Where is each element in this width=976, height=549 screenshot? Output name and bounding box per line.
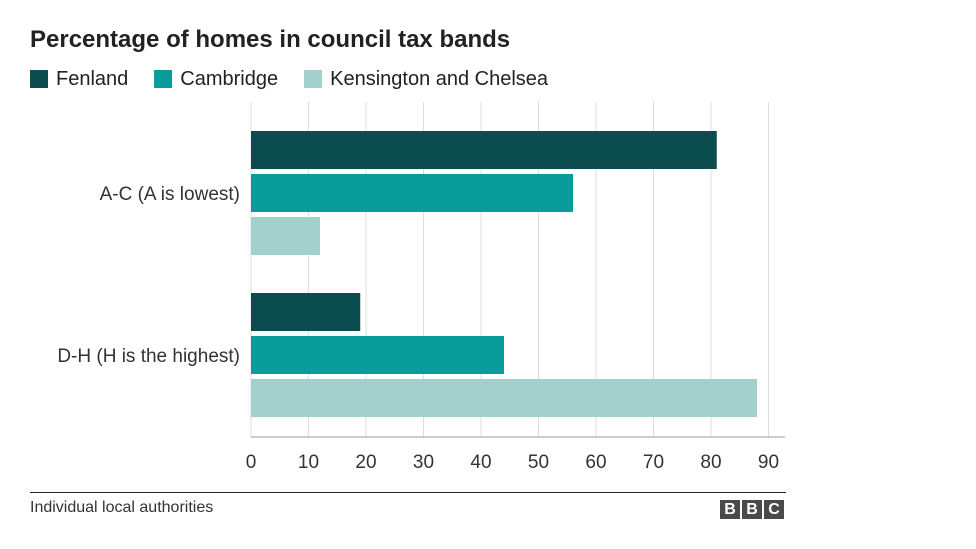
x-tick-label-0: 0 (246, 452, 257, 473)
x-tick-label-70: 70 (643, 452, 664, 473)
bar-fenland-1 (251, 293, 361, 331)
legend-item-kensington: Kensington and Chelsea (304, 68, 548, 91)
legend-item-fenland: Fenland (30, 68, 128, 91)
bar-cambridge-1 (251, 336, 504, 374)
bar-kensington-and-chelsea-0 (251, 217, 320, 255)
bbc-logo-letter-c: C (764, 500, 784, 519)
x-tick-label-50: 50 (528, 452, 549, 473)
chart-title: Percentage of homes in council tax bands (30, 26, 511, 53)
bbc-logo-letter-b2: B (742, 500, 762, 519)
legend-swatch-fenland (30, 70, 48, 88)
bar-fenland-0 (251, 131, 717, 169)
x-tick-label-60: 60 (585, 452, 606, 473)
x-tick-label-30: 30 (413, 452, 434, 473)
source-note: Individual local authorities (30, 499, 214, 516)
legend-item-cambridge: Cambridge (154, 68, 278, 91)
legend-label-fenland: Fenland (56, 67, 129, 90)
legend: Fenland Cambridge Kensington and Chelsea (30, 68, 574, 90)
x-tick-label-20: 20 (355, 452, 376, 473)
bar-cambridge-0 (251, 174, 573, 212)
x-tick-label-10: 10 (298, 452, 319, 473)
legend-label-cambridge: Cambridge (180, 67, 279, 90)
legend-swatch-kensington (304, 70, 323, 88)
bbc-logo: B B C (718, 500, 784, 519)
x-tick-label-90: 90 (758, 452, 779, 473)
legend-label-kensington: Kensington and Chelsea (330, 67, 549, 90)
legend-swatch-cambridge (154, 70, 173, 88)
x-tick-label-80: 80 (700, 452, 721, 473)
bbc-logo-letter-b1: B (720, 500, 740, 519)
category-label-1: D-H (H is the highest) (57, 346, 240, 367)
category-label-0: A-C (A is lowest) (100, 184, 240, 205)
bar-kensington-and-chelsea-1 (251, 379, 757, 417)
footer-divider (30, 492, 786, 493)
x-tick-label-40: 40 (470, 452, 491, 473)
